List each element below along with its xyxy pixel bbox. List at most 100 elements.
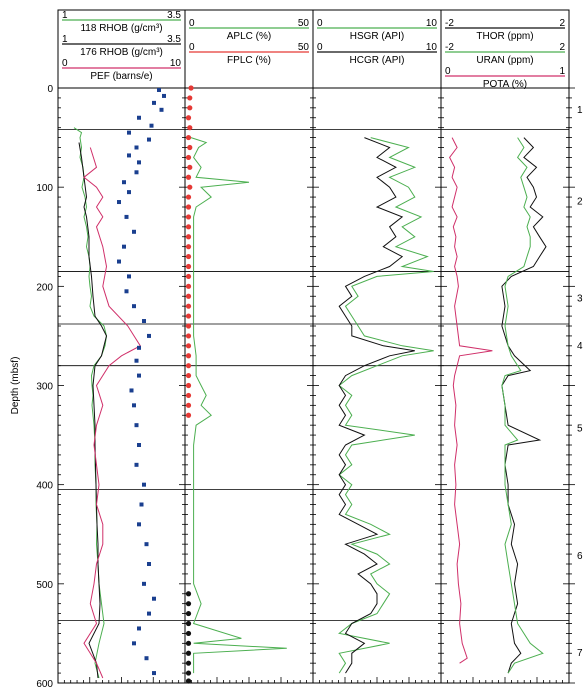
core-density-point — [142, 482, 146, 487]
unit-label: 7 — [577, 648, 583, 659]
curve-name-label: PEF (barns/e) — [90, 71, 152, 82]
curve-name-label: HCGR (API) — [350, 55, 405, 66]
scale-min-label: 0 — [445, 66, 451, 77]
curve-line — [501, 137, 544, 674]
curve-name-label: 118 RHOB (g/cm³) — [80, 23, 162, 34]
core-density-point — [134, 170, 139, 175]
scale-max-label: 1 — [559, 66, 565, 77]
core-density-point — [134, 358, 139, 363]
scale-max-label: 10 — [170, 58, 182, 69]
core-density-point — [152, 596, 156, 601]
core-density-point — [162, 93, 166, 98]
scale-max-label: 10 — [426, 42, 438, 53]
track-header-box — [312, 9, 442, 89]
data-point — [185, 630, 192, 637]
curve-line — [338, 137, 434, 674]
core-density-point — [159, 107, 164, 112]
track-plot-box — [184, 87, 314, 684]
core-density-point — [147, 333, 151, 338]
scale-min-label: 0 — [317, 18, 323, 29]
core-density-point — [132, 304, 136, 309]
core-density-point — [122, 180, 126, 185]
core-density-point — [137, 373, 141, 378]
data-point — [185, 402, 192, 408]
data-point — [185, 115, 192, 121]
data-point — [185, 293, 192, 299]
core-density-point — [144, 656, 149, 661]
core-density-point — [127, 130, 131, 135]
data-point — [185, 234, 192, 240]
data-point — [187, 184, 193, 190]
core-density-point — [132, 403, 136, 408]
core-density-point — [134, 423, 139, 428]
data-point — [187, 105, 193, 111]
data-point — [185, 601, 192, 607]
core-density-point — [134, 145, 139, 150]
curve-line — [338, 137, 415, 674]
core-density-point — [137, 160, 141, 165]
data-point — [185, 412, 192, 418]
data-point — [185, 382, 192, 389]
core-density-point — [147, 562, 151, 566]
data-point — [185, 194, 192, 200]
data-point — [185, 263, 192, 270]
data-point — [185, 244, 192, 250]
data-point — [187, 95, 193, 101]
data-point — [187, 125, 193, 131]
track-plot-box — [57, 87, 186, 684]
curve-name-label: THOR (ppm) — [476, 31, 533, 42]
data-point — [185, 343, 192, 349]
curve-name-label: APLC (%) — [227, 31, 271, 42]
core-density-point — [122, 244, 126, 249]
depth-tick-label: 600 — [36, 679, 53, 689]
curve-line — [449, 137, 493, 664]
unit-label: 5 — [577, 424, 583, 435]
scale-max-label: 50 — [298, 18, 310, 29]
track-plot-box — [440, 87, 570, 684]
data-point — [187, 164, 193, 170]
data-point — [185, 253, 192, 260]
curve-name-label: POTA (%) — [483, 79, 527, 90]
curve-name-label: 176 RHOB (g/cm³) — [80, 47, 163, 58]
data-point — [185, 313, 192, 319]
data-point — [185, 333, 192, 339]
data-point — [187, 144, 193, 151]
scale-min-label: -2 — [445, 42, 454, 53]
y-axis-label: Depth (mbsf) — [10, 357, 21, 415]
core-density-point — [137, 443, 141, 447]
curve-line — [78, 142, 108, 679]
core-density-point — [117, 259, 121, 264]
core-density-point — [147, 137, 151, 142]
unit-label: 2 — [577, 197, 583, 208]
scale-min-label: 0 — [189, 42, 195, 53]
data-point — [185, 591, 192, 597]
unit-label: 3 — [577, 294, 583, 305]
data-point — [185, 174, 192, 180]
unit-label: 1 — [577, 105, 583, 116]
core-density-point — [127, 274, 131, 279]
depth-tick-label: 100 — [36, 183, 53, 194]
core-density-point — [134, 462, 139, 467]
data-point — [185, 204, 192, 210]
data-point — [185, 392, 192, 399]
core-density-point — [132, 641, 136, 646]
data-point — [185, 650, 192, 656]
curve-name-label: URAN (ppm) — [476, 55, 533, 66]
curve-line — [83, 147, 142, 679]
core-density-point — [127, 153, 131, 158]
core-density-point — [124, 289, 129, 294]
curve-line — [190, 137, 287, 674]
unit-label: 6 — [577, 551, 583, 562]
core-density-point — [147, 611, 151, 616]
core-density-point — [129, 388, 134, 393]
unit-label: 4 — [577, 341, 583, 352]
data-point — [185, 372, 192, 379]
scale-max-label: 3.5 — [167, 34, 181, 45]
core-density-point — [137, 626, 141, 631]
data-point — [185, 610, 192, 617]
depth-tick-label: 300 — [36, 382, 53, 393]
data-point — [185, 660, 192, 666]
core-density-point — [152, 100, 156, 105]
data-point — [185, 323, 192, 329]
core-density-point — [157, 87, 161, 92]
